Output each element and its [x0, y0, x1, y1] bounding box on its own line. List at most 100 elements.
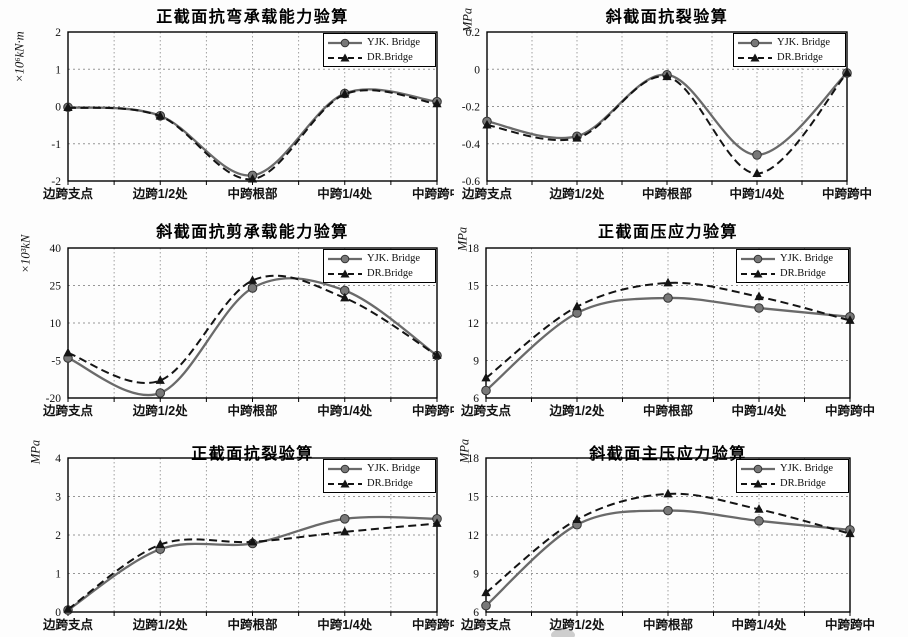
y-tick-label: 15 [468, 492, 480, 504]
legend-item-yjk: YJK. Bridge [740, 251, 845, 266]
legend-label: DR.Bridge [780, 268, 826, 279]
y-tick-label: 4 [55, 453, 61, 465]
legend: YJK. Bridge DR.Bridge [733, 33, 846, 67]
y-tick-label: 1 [55, 64, 61, 76]
legend-key-dashed-triangle-icon [741, 479, 775, 487]
legend-label: YJK. Bridge [367, 37, 421, 48]
series-path [486, 72, 848, 175]
triangle-marker [572, 301, 582, 311]
y-tick-label: 6 [473, 607, 479, 619]
legend-key-dashed-triangle-icon [328, 53, 362, 61]
legend: YJK. Bridge DR.Bridge [323, 33, 436, 67]
legend-item-yjk: YJK. Bridge [327, 35, 432, 50]
x-category-label: 中跨跨中 [412, 403, 454, 418]
circle-marker [339, 514, 350, 524]
x-category-label: 中跨跨中 [825, 403, 875, 418]
legend-key-solid-circle-icon [741, 254, 775, 263]
triangle-marker [247, 536, 258, 546]
x-category-label: 中跨跨中 [825, 617, 875, 632]
triangle-marker [63, 604, 73, 613]
series-path [485, 281, 851, 379]
y-tick-label: 1 [55, 569, 61, 581]
chart-title: 斜截面主压应力验算 [589, 446, 747, 463]
legend-key-solid-circle-icon [738, 38, 772, 47]
triangle-marker [63, 102, 73, 112]
x-category-label: 边跨1/2处 [132, 186, 188, 201]
legend: YJK. Bridge DR.Bridge [323, 249, 436, 283]
legend-label: DR.Bridge [367, 478, 413, 489]
x-category-label: 中跨根部 [643, 403, 694, 418]
legend-key-solid-circle-icon [328, 38, 362, 47]
x-category-label: 边跨1/2处 [132, 403, 188, 418]
x-category-label: 中跨1/4处 [317, 403, 372, 418]
y-tick-label: 25 [50, 281, 62, 293]
legend-item-yjk: YJK. Bridge [327, 461, 432, 476]
triangle-marker [845, 528, 855, 538]
circle-marker [752, 150, 762, 160]
series-path [67, 274, 438, 384]
legend-label: DR.Bridge [367, 52, 413, 63]
triangle-marker [754, 291, 764, 301]
y-tick-label: -2 [51, 176, 61, 188]
legend-key-dashed-triangle-icon [738, 53, 772, 61]
triangle-marker [432, 98, 442, 108]
legend-label: YJK. Bridge [367, 463, 421, 474]
x-category-label: 中跨根部 [642, 186, 693, 201]
x-category-label: 中跨1/4处 [730, 186, 785, 201]
legend: YJK. Bridge DR.Bridge [736, 249, 849, 283]
x-category-label: 边跨支点 [461, 186, 513, 201]
triangle-marker [752, 168, 762, 177]
x-category-label: 边跨1/2处 [549, 403, 605, 418]
y-tick-label: -5 [51, 356, 61, 368]
x-category-label: 中跨根部 [227, 617, 278, 632]
triangle-marker [432, 518, 442, 527]
x-category-label: 中跨跨中 [412, 617, 454, 632]
legend-item-dr: DR.Bridge [740, 266, 845, 281]
chart-cell-compressive-stress: 正截面压应力验算 MPa 18 15 12 9 6 边跨支点 边跨1/2处 中跨根部 中跨1/4… [454, 212, 908, 425]
x-category-label: 中跨根部 [227, 403, 278, 418]
chart-title: 正截面抗裂验算 [191, 446, 314, 463]
y-tick-label: 3 [55, 492, 61, 504]
x-category-label: 中跨根部 [643, 617, 694, 632]
x-category-label: 边跨支点 [42, 186, 94, 201]
triangle-marker [432, 350, 442, 359]
y-tick-label: 15 [468, 281, 480, 293]
legend-label: DR.Bridge [367, 268, 413, 279]
legend-key-dashed-triangle-icon [328, 479, 362, 487]
legend-label: YJK. Bridge [367, 253, 421, 264]
chart-cell-flexural-capacity: 正截面抗弯承载能力验算 ×10⁶kN·m 2 1 0 -1 -2 边跨支点 边跨1/2处 中跨… [0, 0, 455, 213]
series-path [67, 89, 438, 181]
circle-marker [754, 516, 764, 526]
legend-key-solid-circle-icon [741, 464, 775, 473]
y-tick-label: 0 [55, 607, 61, 619]
circle-marker [663, 505, 673, 516]
circle-marker [663, 293, 673, 303]
legend-item-dr: DR.Bridge [327, 476, 432, 491]
y-tick-label: 2 [55, 27, 61, 39]
y-tick-label: 2 [55, 530, 61, 542]
x-category-label: 边跨支点 [460, 403, 512, 418]
x-category-label: 边跨1/2处 [132, 617, 188, 632]
triangle-marker [155, 539, 165, 549]
y-tick-label: 0 [55, 102, 61, 114]
x-category-label: 中跨1/4处 [317, 186, 372, 201]
x-category-label: 中跨根部 [227, 186, 278, 201]
legend-item-yjk: YJK. Bridge [740, 461, 845, 476]
chart-title: 斜截面抗剪承载能力验算 [156, 224, 349, 241]
x-category-label: 中跨跨中 [822, 186, 872, 201]
chart-cell-principal-stress: 斜截面主压应力验算 MPa 18 15 12 9 6 边跨支点 边跨1/2处 中跨根部 中跨1/… [454, 424, 908, 637]
legend-key-dashed-triangle-icon [328, 269, 362, 277]
triangle-marker [663, 277, 673, 287]
y-tick-label: 0 [474, 64, 480, 76]
circle-marker [247, 283, 258, 293]
chart-title: 正截面压应力验算 [597, 224, 738, 241]
y-tick-label: 9 [473, 356, 479, 368]
triangle-marker [481, 372, 491, 382]
triangle-marker [572, 132, 582, 142]
y-tick-label: 10 [50, 318, 62, 330]
legend-key-dashed-triangle-icon [741, 269, 775, 277]
